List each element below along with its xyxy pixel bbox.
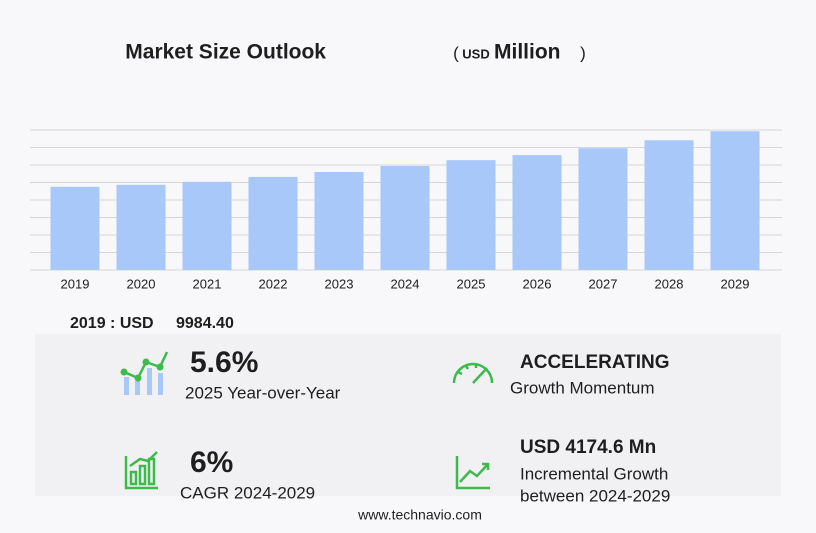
bar — [710, 131, 760, 270]
x-tick-label: 2028 — [655, 276, 684, 291]
incremental-label-2: between 2024-2029 — [520, 486, 670, 505]
x-tick-label: 2020 — [127, 276, 156, 291]
yoy-value: 5.6% — [190, 346, 258, 379]
base-label: 2019 : USD — [70, 315, 154, 332]
momentum-label: Growth Momentum — [510, 378, 655, 397]
x-tick-label: 2025 — [457, 276, 486, 291]
bar — [512, 155, 562, 270]
bar — [248, 176, 298, 270]
unit-label: Million — [494, 41, 561, 64]
bar — [380, 166, 430, 270]
stats-panel — [35, 334, 781, 496]
momentum-value: ACCELERATING — [520, 352, 670, 373]
incremental-label-1: Incremental Growth — [520, 464, 668, 483]
unit-open: ( — [453, 43, 459, 62]
x-tick-label: 2024 — [391, 276, 420, 291]
currency-label: USD — [462, 46, 489, 61]
footer: www.technavio.com — [357, 507, 482, 523]
incremental-value: USD 4174.6 Mn — [520, 437, 656, 458]
cagr-label: CAGR 2024-2029 — [180, 483, 315, 502]
momentum-icon — [452, 362, 494, 384]
cagr-icon — [124, 451, 158, 490]
unit-close: ) — [580, 43, 586, 62]
x-tick-label: 2029 — [721, 276, 750, 291]
chart-title: Market Size Outlook — [125, 41, 326, 64]
bar — [50, 186, 100, 270]
x-tick-label: 2019 — [61, 276, 90, 291]
yoy-label: 2025 Year-over-Year — [185, 383, 341, 402]
yoy-icon — [120, 351, 169, 395]
bar — [314, 172, 364, 270]
x-tick-label: 2023 — [325, 276, 354, 291]
bar — [578, 148, 628, 270]
bar — [116, 184, 166, 270]
plot: 2019 2020 2021 2022 2023 2024 2025 2026 2027 2028… — [30, 129, 782, 291]
base-value: 9984.40 — [176, 315, 234, 332]
bar — [182, 181, 232, 270]
x-tick-label: 2026 — [523, 276, 552, 291]
cagr-value: 6% — [190, 446, 233, 479]
bar — [644, 140, 694, 270]
incremental-icon — [455, 456, 490, 490]
x-tick-label: 2022 — [259, 276, 288, 291]
x-tick-label: 2027 — [589, 276, 618, 291]
x-tick-label: 2021 — [193, 276, 222, 291]
bar — [446, 160, 496, 270]
